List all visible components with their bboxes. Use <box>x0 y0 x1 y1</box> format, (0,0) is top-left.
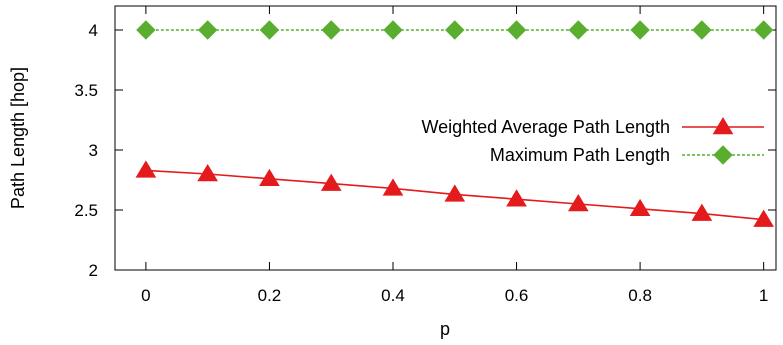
data-point <box>568 20 589 40</box>
data-point <box>197 20 218 40</box>
data-point <box>630 20 650 40</box>
plot-frame <box>114 5 777 271</box>
y-axis-label: Path Length [hop] <box>8 67 28 209</box>
x-tick-label: 0 <box>141 286 150 305</box>
data-point <box>320 173 342 191</box>
data-point <box>753 209 774 227</box>
x-tick-label: 0.6 <box>505 286 529 305</box>
series-2 <box>136 20 774 40</box>
data-point <box>629 198 651 217</box>
data-point <box>259 20 280 40</box>
y-tick-label: 2.5 <box>74 201 98 220</box>
data-point <box>321 20 341 40</box>
data-point <box>445 20 465 40</box>
data-point <box>259 168 280 187</box>
data-point <box>383 20 403 40</box>
legend: Weighted Average Path Length Maximum Path… <box>421 117 764 165</box>
data-point <box>506 189 527 207</box>
x-tick-label: 0.2 <box>258 286 282 305</box>
data-point <box>691 203 713 221</box>
data-point <box>692 20 712 40</box>
legend-marker <box>713 145 733 165</box>
data-point <box>136 20 156 40</box>
x-tick-label: 0.8 <box>628 286 652 305</box>
series-layer <box>135 20 774 227</box>
data-point <box>753 20 774 40</box>
x-axis-label: p <box>440 319 450 339</box>
y-tick-label: 2 <box>89 261 98 280</box>
data-point <box>567 194 589 212</box>
legend-label: Weighted Average Path Length <box>421 117 670 137</box>
axis-ticks: 0 0.2 0.4 0.6 0.8 1 2 2.5 3 3.5 4 <box>74 6 776 305</box>
y-tick-label: 4 <box>89 21 98 40</box>
data-point <box>506 20 527 40</box>
x-tick-label: 1 <box>759 286 768 305</box>
data-point <box>135 160 157 178</box>
data-point <box>382 178 404 196</box>
legend-label: Maximum Path Length <box>490 145 670 165</box>
data-point <box>197 164 218 182</box>
series-1 <box>135 160 774 227</box>
y-tick-label: 3 <box>89 141 98 160</box>
data-point <box>444 184 466 202</box>
x-tick-label: 0.4 <box>381 286 405 305</box>
y-tick-label: 3.5 <box>74 81 98 100</box>
legend-marker <box>712 117 734 135</box>
